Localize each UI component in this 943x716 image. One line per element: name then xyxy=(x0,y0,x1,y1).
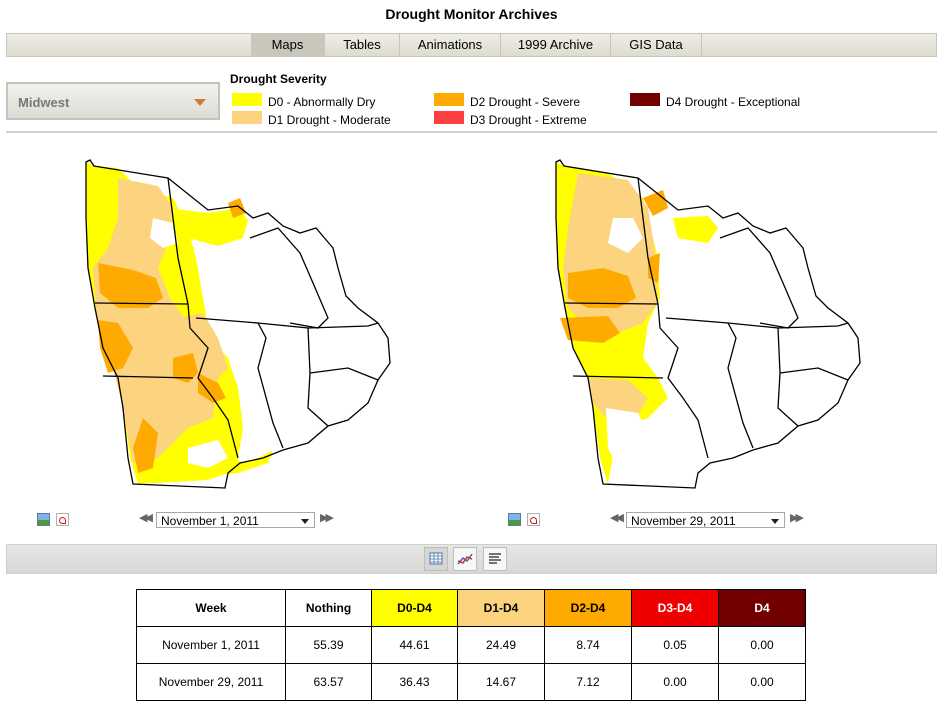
tab-animations[interactable]: Animations xyxy=(400,34,501,56)
date-select-right[interactable]: November 29, 2011 xyxy=(626,512,785,528)
table-cell: 44.61 xyxy=(371,626,458,664)
table-cell: 24.49 xyxy=(457,626,545,664)
table-view-button[interactable] xyxy=(424,547,448,571)
header-d1-d4: D1-D4 xyxy=(457,589,545,627)
legend-swatch-d2 xyxy=(434,93,464,106)
header-d3-d4: D3-D4 xyxy=(631,589,719,627)
table-row: November 29, 2011 63.57 36.43 14.67 7.12… xyxy=(136,663,806,701)
table-cell: November 1, 2011 xyxy=(136,626,286,664)
table-view-icon xyxy=(429,552,443,565)
table-row: November 1, 2011 55.39 44.61 24.49 8.74 … xyxy=(136,626,806,664)
view-toggle-bar xyxy=(6,544,937,574)
region-select[interactable]: Midwest xyxy=(6,82,220,120)
table-cell: 7.12 xyxy=(544,663,632,701)
divider xyxy=(6,131,937,133)
drought-stats-table: Week Nothing D0-D4 D1-D4 D2-D4 D3-D4 D4 … xyxy=(136,589,806,701)
chevron-down-icon xyxy=(194,99,206,106)
pdf-icon[interactable] xyxy=(56,513,69,526)
previous-date-icon[interactable]: ◀◀ xyxy=(139,512,153,524)
legend-label-d0: D0 - Abnormally Dry xyxy=(268,95,376,109)
legend-swatch-d0 xyxy=(232,93,262,106)
tab-gis-data[interactable]: GIS Data xyxy=(611,34,702,56)
main-nav: Maps Tables Animations 1999 Archive GIS … xyxy=(6,33,937,57)
image-icon[interactable] xyxy=(508,513,521,526)
table-cell: 0.05 xyxy=(631,626,719,664)
header-d4: D4 xyxy=(718,589,806,627)
date-select-left-value: November 1, 2011 xyxy=(161,514,259,528)
header-nothing: Nothing xyxy=(285,589,372,627)
date-select-left[interactable]: November 1, 2011 xyxy=(156,512,315,528)
legend-label-d1: D1 Drought - Moderate xyxy=(268,113,391,127)
image-icon[interactable] xyxy=(37,513,50,526)
legend-label-d4: D4 Drought - Exceptional xyxy=(666,95,801,109)
header-d0-d4: D0-D4 xyxy=(371,589,458,627)
legend-title: Drought Severity xyxy=(230,72,327,86)
drought-map-right xyxy=(555,159,861,489)
previous-date-icon[interactable]: ◀◀ xyxy=(610,512,624,524)
tab-tables[interactable]: Tables xyxy=(325,34,400,56)
header-week: Week xyxy=(136,589,286,627)
date-select-right-value: November 29, 2011 xyxy=(631,514,736,528)
table-cell: 0.00 xyxy=(631,663,719,701)
drought-map-left xyxy=(85,159,391,489)
table-cell: 55.39 xyxy=(285,626,372,664)
chart-view-button[interactable] xyxy=(453,547,477,571)
table-cell: 63.57 xyxy=(285,663,372,701)
header-d2-d4: D2-D4 xyxy=(544,589,632,627)
legend-swatch-d4 xyxy=(630,93,660,106)
table-header-row: Week Nothing D0-D4 D1-D4 D2-D4 D3-D4 D4 xyxy=(136,589,806,627)
table-cell: 0.00 xyxy=(718,626,806,664)
chart-view-icon xyxy=(457,553,473,565)
text-view-button[interactable] xyxy=(483,547,507,571)
legend-label-d3: D3 Drought - Extreme xyxy=(470,113,587,127)
next-date-icon[interactable]: ▶▶ xyxy=(320,512,334,524)
table-cell: 36.43 xyxy=(371,663,458,701)
table-cell: 8.74 xyxy=(544,626,632,664)
legend-label-d2: D2 Drought - Severe xyxy=(470,95,581,109)
chevron-down-icon xyxy=(771,519,779,524)
pdf-icon[interactable] xyxy=(527,513,540,526)
table-cell: 0.00 xyxy=(718,663,806,701)
legend-swatch-d3 xyxy=(434,111,464,124)
tab-1999-archive[interactable]: 1999 Archive xyxy=(501,34,611,56)
region-select-value: Midwest xyxy=(18,95,70,110)
chevron-down-icon xyxy=(301,519,309,524)
text-view-icon xyxy=(489,553,501,564)
page-title: Drought Monitor Archives xyxy=(385,6,558,22)
tab-maps[interactable]: Maps xyxy=(251,34,325,56)
table-cell: 14.67 xyxy=(457,663,545,701)
legend-swatch-d1 xyxy=(232,111,262,124)
table-cell: November 29, 2011 xyxy=(136,663,286,701)
next-date-icon[interactable]: ▶▶ xyxy=(790,512,804,524)
